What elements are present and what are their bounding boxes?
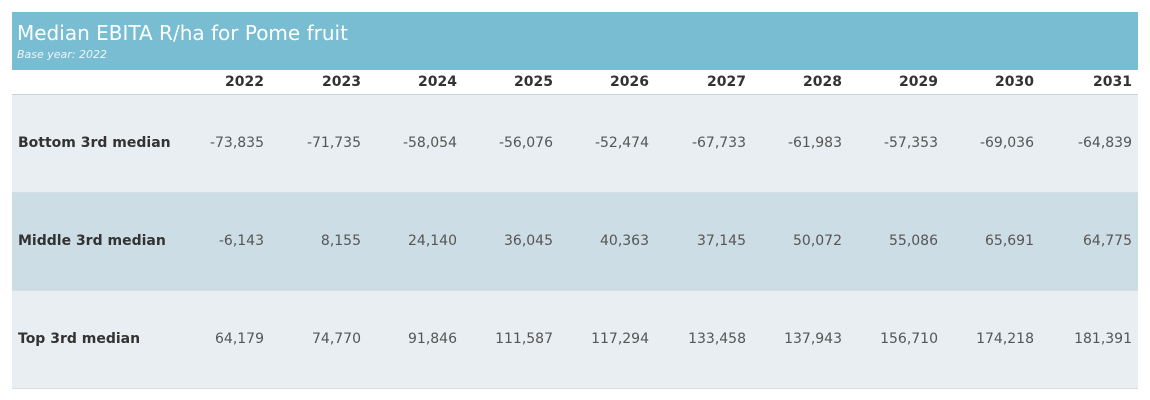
table-row: Bottom 3rd median -73,835 -71,735 -58,054 -5… xyxy=(12,95,1138,193)
table-cell: 133,458 xyxy=(688,331,746,347)
column-header-2025: 2025 xyxy=(514,74,553,90)
table-body: Bottom 3rd median -73,835 -71,735 -58,054 -5… xyxy=(12,95,1138,389)
table-cell: -67,733 xyxy=(691,135,746,151)
table-cell: 37,145 xyxy=(697,233,746,249)
table-cell: -6,143 xyxy=(218,233,264,249)
table-cell: 40,363 xyxy=(600,233,649,249)
table-row: Top 3rd median 64,179 74,770 91,846 111,587 1… xyxy=(12,291,1138,389)
table-cell: 50,072 xyxy=(793,233,842,249)
table-cell: 24,140 xyxy=(408,233,457,249)
column-header-2022: 2022 xyxy=(225,74,264,90)
table-cell: -58,054 xyxy=(402,135,457,151)
table-cell: -73,835 xyxy=(209,135,264,151)
table-cell: 156,710 xyxy=(880,331,938,347)
table-cell: -64,839 xyxy=(1077,135,1132,151)
chart-subtitle: Base year: 2022 xyxy=(17,48,108,61)
chart-title: Median EBITA R/ha for Pome fruit xyxy=(17,21,348,45)
column-header-2031: 2031 xyxy=(1093,74,1132,90)
table-cell: 64,179 xyxy=(215,331,264,347)
table-cell: 181,391 xyxy=(1074,331,1132,347)
table-row: Middle 3rd median -6,143 8,155 24,140 36,045… xyxy=(12,193,1138,291)
column-header-2028: 2028 xyxy=(803,74,842,90)
row-label: Middle 3rd median xyxy=(18,233,166,249)
column-header-row: 2022 2023 2024 2025 2026 2027 2028 2029 2030 2031 xyxy=(12,70,1138,95)
table-cell: 55,086 xyxy=(889,233,938,249)
table-cell: -69,036 xyxy=(979,135,1034,151)
table-cell: 111,587 xyxy=(495,331,553,347)
table-cell: 65,691 xyxy=(985,233,1034,249)
table-cell: 137,943 xyxy=(784,331,842,347)
table-cell: -52,474 xyxy=(594,135,649,151)
table-cell: -57,353 xyxy=(883,135,938,151)
column-header-2027: 2027 xyxy=(707,74,746,90)
column-header-2026: 2026 xyxy=(610,74,649,90)
column-header-2023: 2023 xyxy=(322,74,361,90)
column-header-2029: 2029 xyxy=(899,74,938,90)
title-bar: Median EBITA R/ha for Pome fruit Base ye… xyxy=(12,12,1138,70)
table-cell: -71,735 xyxy=(306,135,361,151)
table-cell: 64,775 xyxy=(1083,233,1132,249)
row-label: Top 3rd median xyxy=(18,331,141,347)
table-cell: 36,045 xyxy=(504,233,553,249)
table-cell: -56,076 xyxy=(498,135,553,151)
column-header-2024: 2024 xyxy=(418,74,457,90)
table-cell: 91,846 xyxy=(408,331,457,347)
table-widget: Median EBITA R/ha for Pome fruit Base ye… xyxy=(12,12,1138,389)
row-label: Bottom 3rd median xyxy=(18,135,171,151)
table-cell: 8,155 xyxy=(320,233,361,249)
table-cell: 174,218 xyxy=(976,331,1034,347)
table-cell: 74,770 xyxy=(312,331,361,347)
table-cell: 117,294 xyxy=(591,331,649,347)
table-cell: -61,983 xyxy=(787,135,842,151)
column-header-2030: 2030 xyxy=(995,74,1034,90)
